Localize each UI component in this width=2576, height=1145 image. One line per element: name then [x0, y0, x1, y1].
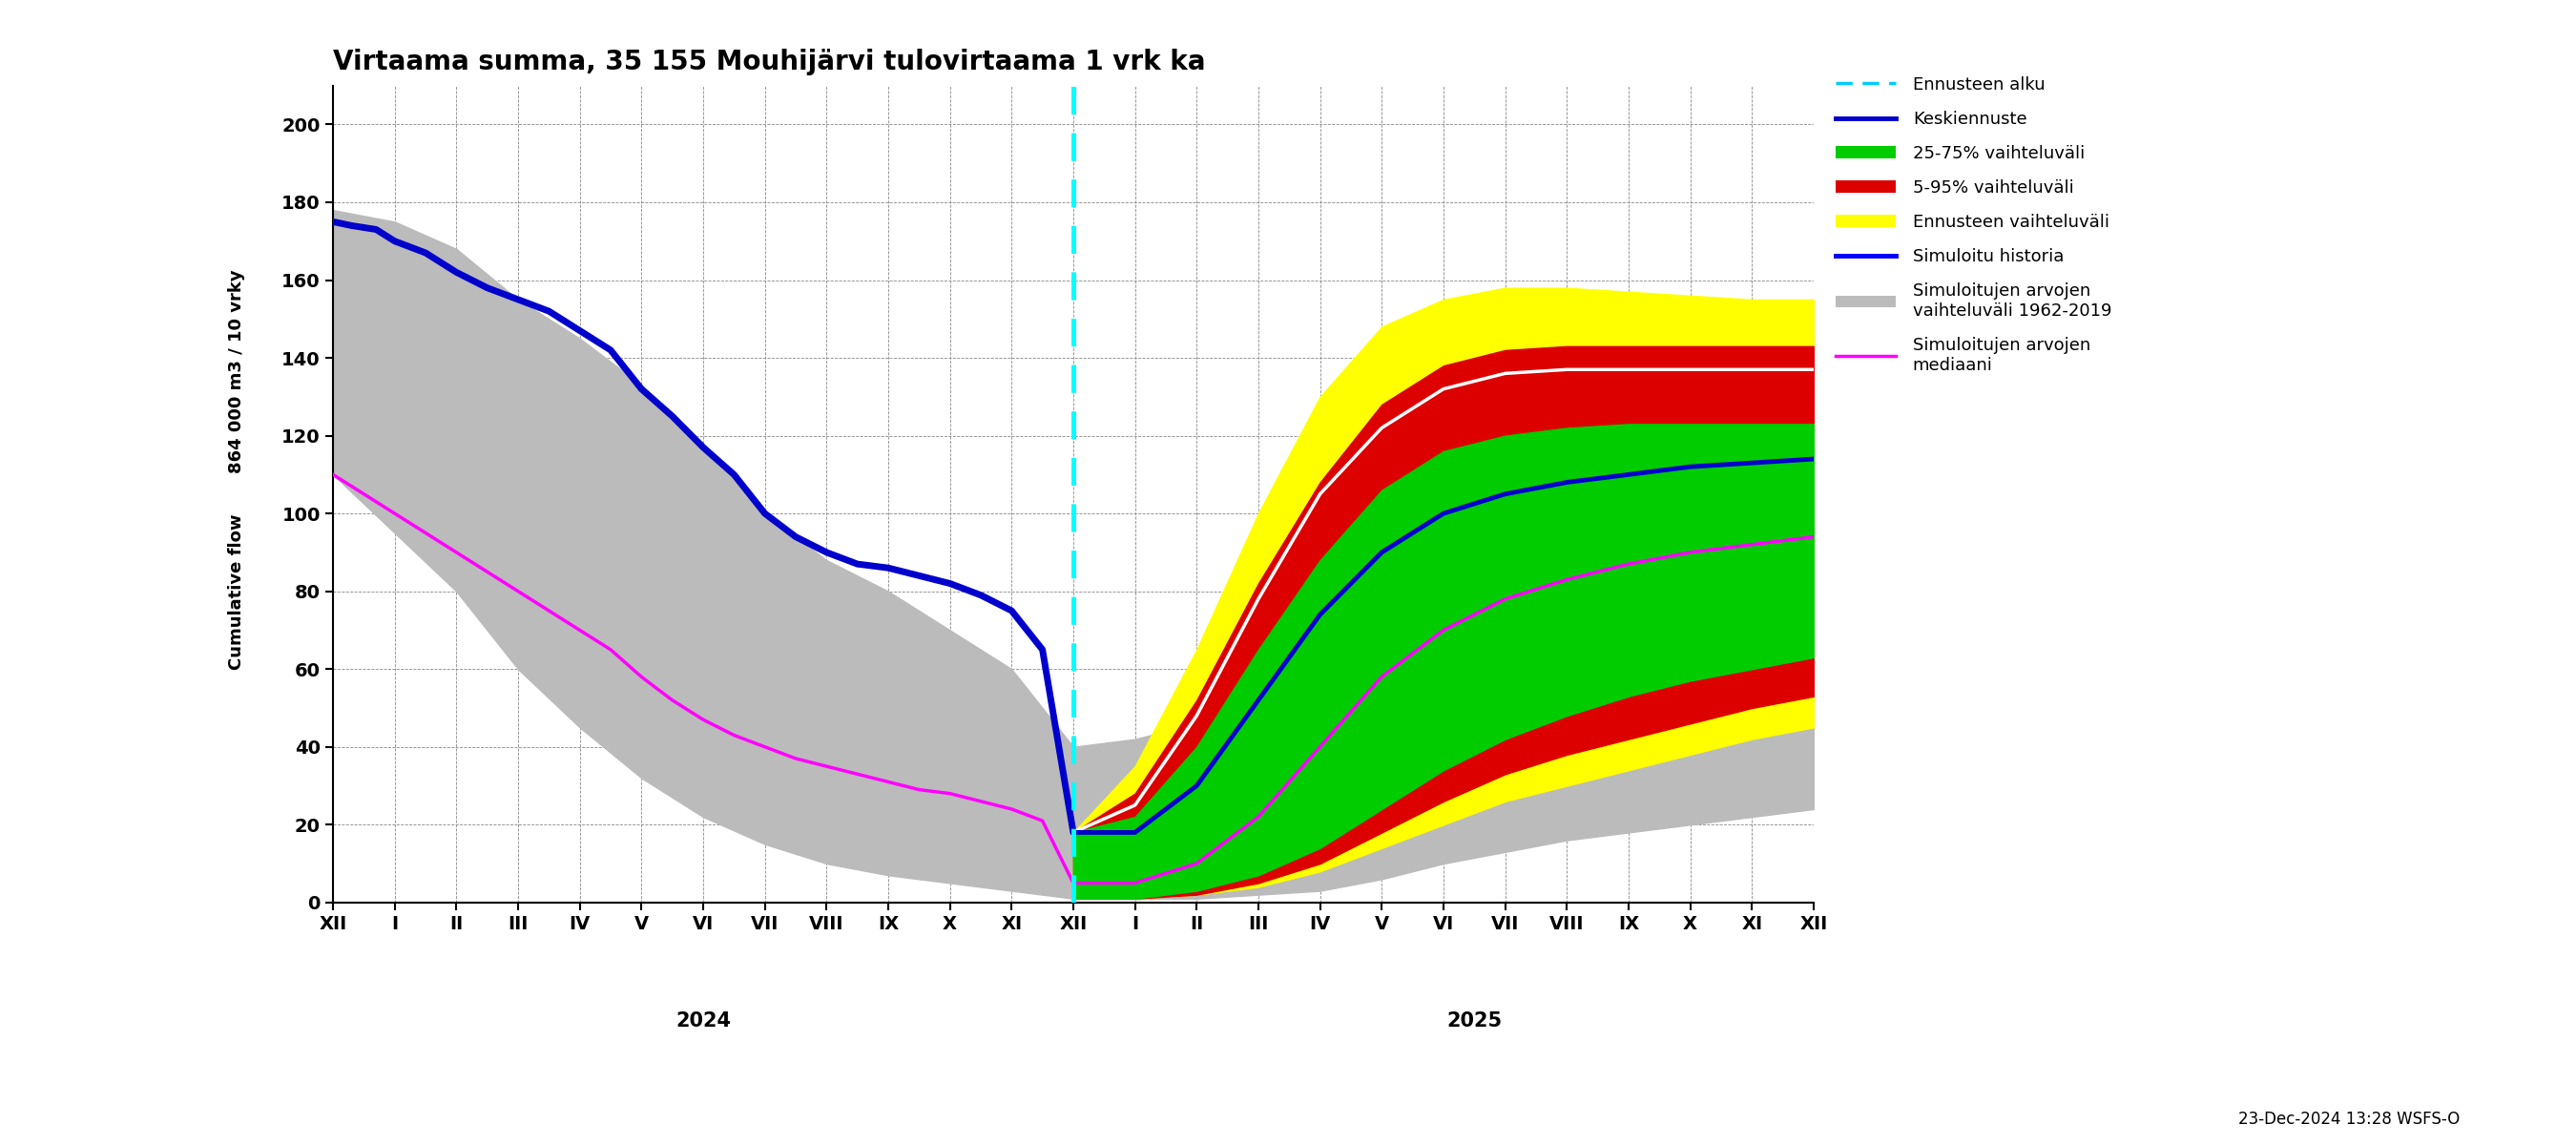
Text: 864 000 m3 / 10 vrky: 864 000 m3 / 10 vrky	[229, 269, 245, 473]
Text: Cumulative flow: Cumulative flow	[229, 514, 245, 670]
Text: 2025: 2025	[1448, 1011, 1502, 1030]
Text: 2024: 2024	[675, 1011, 732, 1030]
Text: 23-Dec-2024 13:28 WSFS-O: 23-Dec-2024 13:28 WSFS-O	[2239, 1111, 2460, 1128]
Text: Virtaama summa, 35 155 Mouhijärvi tulovirtaama 1 vrk ka: Virtaama summa, 35 155 Mouhijärvi tulovi…	[332, 48, 1206, 76]
Legend: Ennusteen alku, Keskiennuste, 25-75% vaihteluväli, 5-95% vaihteluväli, Ennusteen: Ennusteen alku, Keskiennuste, 25-75% vai…	[1829, 69, 2117, 380]
